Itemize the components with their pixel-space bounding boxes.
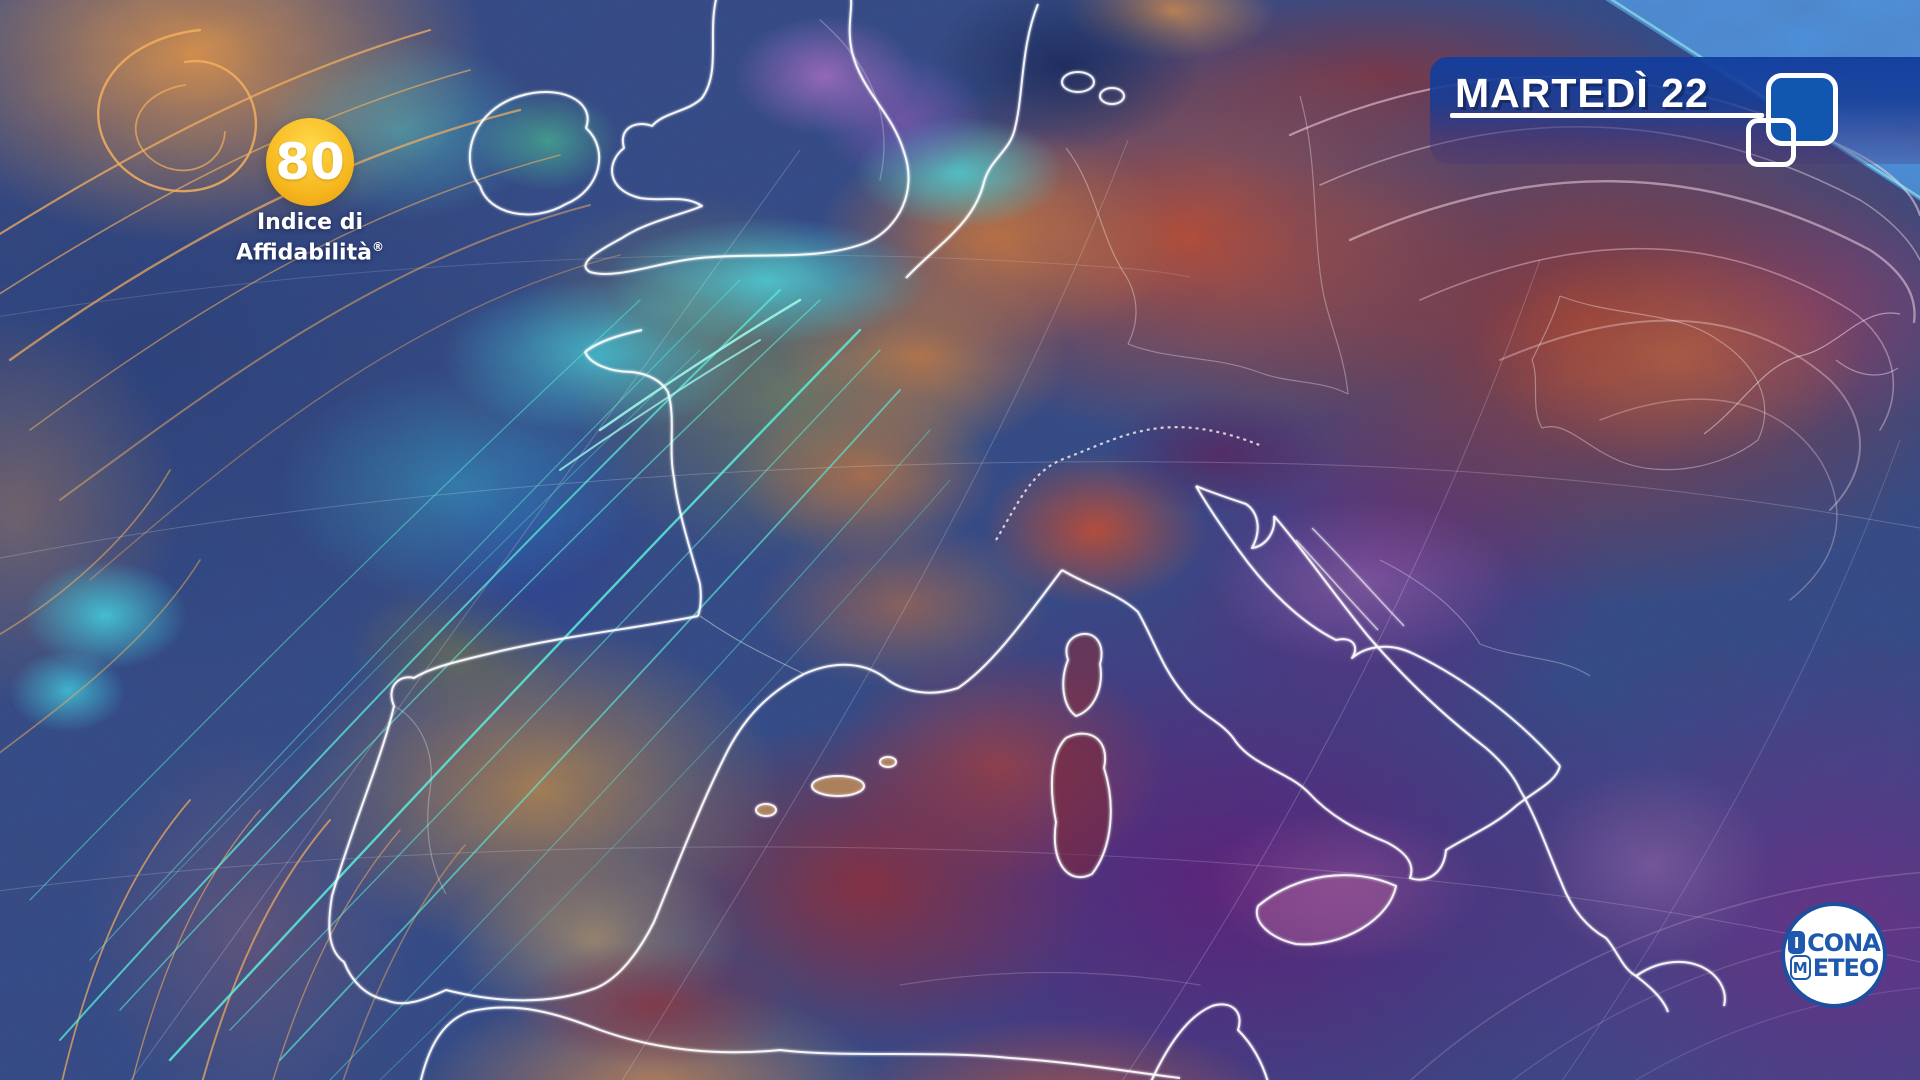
croatian-island xyxy=(1295,539,1379,631)
logo-line2-text: ETEO xyxy=(1812,953,1880,982)
confidence-value: 80 xyxy=(275,133,345,191)
croatian-island xyxy=(1311,527,1405,627)
overlapping-squares-icon-small xyxy=(1746,118,1796,167)
coast-italy-adriatic xyxy=(1195,485,1561,767)
danish-island xyxy=(1061,71,1095,93)
coast-ireland xyxy=(468,91,601,216)
coast-france-atlantic xyxy=(584,351,702,617)
coast-albania-greece xyxy=(1519,789,1669,1013)
coast-iberia xyxy=(328,615,805,1005)
country-borders xyxy=(393,95,1901,895)
coast-venice-istria xyxy=(1195,485,1276,549)
logo-line-1: I CONA xyxy=(1788,928,1881,957)
registered-mark: ® xyxy=(371,240,384,254)
coast-north-africa xyxy=(419,1006,1181,1080)
confidence-label-line1: Indice di xyxy=(256,210,364,235)
balearic-island xyxy=(879,756,897,768)
coast-italy-tyrrhenian xyxy=(1061,569,1387,843)
coast-sicily xyxy=(1255,874,1397,946)
logo-i-icon: I xyxy=(1788,931,1806,954)
logo-line1-text: CONA xyxy=(1807,928,1881,957)
coast-denmark xyxy=(1013,3,1039,133)
brand-logo: I CONA M ETEO xyxy=(1781,902,1887,1008)
confidence-label-line2: Affidabilità xyxy=(236,240,372,266)
coast-tunisia xyxy=(1150,1003,1269,1080)
confidence-value-badge: 80 xyxy=(266,118,354,206)
coast-italy-south xyxy=(1385,765,1561,881)
coast-netherlands xyxy=(905,131,1015,279)
balearic-island xyxy=(755,803,777,817)
coast-corsica xyxy=(1062,633,1103,717)
day-banner: MARTEDÌ 22 xyxy=(1430,57,1920,167)
logo-line-2: M ETEO xyxy=(1789,953,1880,982)
danish-island xyxy=(1099,87,1125,105)
coast-peloponnese xyxy=(1635,960,1726,1007)
overlapping-squares-icon-large xyxy=(1766,73,1838,146)
coastlines xyxy=(328,0,1726,1080)
balearic-island xyxy=(811,775,865,797)
coast-sardinia xyxy=(1050,732,1112,879)
coast-croatia xyxy=(1273,515,1521,791)
coast-france-mediterranean xyxy=(803,569,1063,694)
logo-m-icon: M xyxy=(1789,955,1811,980)
confidence-label: Indice di Affidabilità® xyxy=(190,210,430,265)
day-underline xyxy=(1450,113,1764,118)
coast-great-britain xyxy=(584,0,910,276)
day-label: MARTEDÌ 22 xyxy=(1455,70,1709,116)
confidence-index: 80 Indice di Affidabilità® xyxy=(190,118,430,265)
coast-brittany-north xyxy=(584,329,643,353)
wind-streaks-orange xyxy=(0,28,621,1080)
wind-streaks-cyan xyxy=(29,19,951,1080)
